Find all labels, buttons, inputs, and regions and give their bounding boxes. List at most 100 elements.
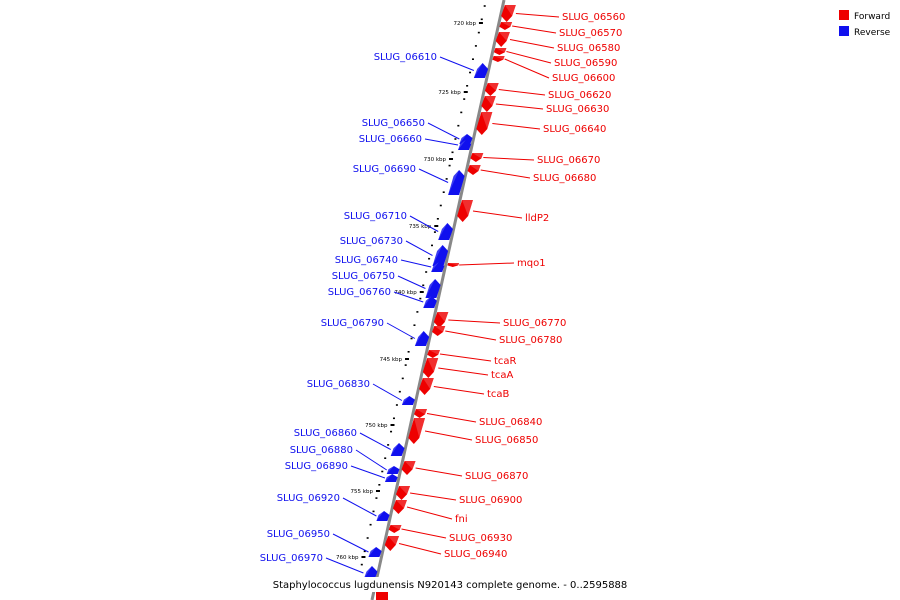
gene-feature-lldp2[interactable] bbox=[457, 200, 473, 222]
gene-feature-slug_06680[interactable] bbox=[467, 165, 481, 175]
gene-label-tcaa[interactable]: tcaA bbox=[491, 370, 514, 381]
gene-label-slug_06580[interactable]: SLUG_06580 bbox=[557, 43, 620, 54]
gene-feature-shade bbox=[481, 112, 493, 129]
gene-label-connector bbox=[415, 467, 463, 477]
gene-feature-fni[interactable] bbox=[392, 500, 407, 514]
gene-feature-shade bbox=[368, 547, 377, 557]
gene-feature-slug_06690[interactable] bbox=[448, 170, 465, 195]
gene-label-slug_06840[interactable]: SLUG_06840 bbox=[479, 417, 542, 428]
gene-label-slug_06830[interactable]: SLUG_06830 bbox=[307, 379, 370, 390]
gene-feature-slug_06790[interactable] bbox=[414, 331, 430, 346]
gene-label-slug_06740[interactable]: SLUG_06740 bbox=[335, 255, 398, 266]
gene-label-slug_06560[interactable]: SLUG_06560 bbox=[562, 12, 625, 23]
gene-feature-mqo1[interactable] bbox=[447, 263, 460, 267]
gene-feature-slug_06940[interactable] bbox=[384, 536, 400, 551]
gene-feature-slug_06750[interactable] bbox=[425, 279, 441, 298]
gene-feature-slug_06830[interactable] bbox=[401, 396, 415, 405]
gene-feature-slug_06650[interactable] bbox=[459, 134, 473, 144]
gene-label-slug_06770[interactable]: SLUG_06770 bbox=[503, 318, 566, 329]
gene-feature-slug_06900[interactable] bbox=[396, 486, 411, 500]
gene-label-mqo1[interactable]: mqo1 bbox=[517, 258, 546, 269]
gene-label-connector bbox=[406, 506, 453, 520]
gene-label-slug_06880[interactable]: SLUG_06880 bbox=[290, 445, 353, 456]
gene-feature-slug_06780[interactable] bbox=[432, 326, 446, 336]
gene-label-slug_06730[interactable]: SLUG_06730 bbox=[340, 236, 403, 247]
gene-feature-tcab[interactable] bbox=[419, 378, 434, 395]
gene-label-connector bbox=[495, 103, 544, 110]
gene-label-slug_06900[interactable]: SLUG_06900 bbox=[459, 495, 522, 506]
gene-label-slug_06660[interactable]: SLUG_06660 bbox=[359, 134, 422, 145]
gene-feature-slug_06930[interactable] bbox=[388, 525, 402, 533]
gene-label-slug_06620[interactable]: SLUG_06620 bbox=[548, 90, 611, 101]
gene-feature-slug_06660[interactable] bbox=[458, 140, 472, 150]
gene-label-slug_06750[interactable]: SLUG_06750 bbox=[332, 271, 395, 282]
gene-feature-shade bbox=[390, 525, 402, 530]
gene-label-slug_06920[interactable]: SLUG_06920 bbox=[277, 493, 340, 504]
gene-label-slug_06680[interactable]: SLUG_06680 bbox=[533, 173, 596, 184]
gene-feature-slug_06840[interactable] bbox=[414, 409, 428, 418]
gene-label-slug_06630[interactable]: SLUG_06630 bbox=[546, 104, 609, 115]
gene-label-slug_06940[interactable]: SLUG_06940 bbox=[444, 549, 507, 560]
gene-feature-tcaa[interactable] bbox=[422, 358, 439, 378]
gene-feature-shade bbox=[484, 96, 496, 106]
gene-feature-slug_06970[interactable] bbox=[363, 566, 378, 580]
gene-feature-shade bbox=[363, 566, 372, 580]
gene-feature-slug_06560[interactable] bbox=[501, 5, 516, 22]
gene-feature-slug_06850[interactable] bbox=[408, 418, 426, 444]
gene-feature-slug_06740[interactable] bbox=[431, 262, 445, 272]
gene-feature-slug_06770[interactable] bbox=[433, 312, 449, 328]
gene-feature-shade bbox=[493, 56, 505, 60]
gene-label-slug_06600[interactable]: SLUG_06600 bbox=[552, 73, 615, 84]
gene-feature-slug_06860[interactable] bbox=[390, 443, 405, 456]
gene-feature-tcar[interactable] bbox=[427, 350, 440, 358]
gene-label-slug_06930[interactable]: SLUG_06930 bbox=[449, 533, 512, 544]
gene-label-connector bbox=[355, 449, 387, 471]
gene-feature-slug_06870[interactable] bbox=[401, 461, 416, 475]
gene-feature-slug_06610[interactable] bbox=[473, 63, 489, 78]
gene-feature-shade bbox=[431, 262, 439, 272]
gene-label-slug_06850[interactable]: SLUG_06850 bbox=[475, 435, 538, 446]
gene-label-slug_06650[interactable]: SLUG_06650 bbox=[362, 118, 425, 129]
gene-feature-slug_06880[interactable] bbox=[386, 466, 400, 474]
gene-feature-slug_06760[interactable] bbox=[423, 296, 437, 308]
gene-label-fni[interactable]: fni bbox=[455, 514, 468, 525]
gene-label-slug_06790[interactable]: SLUG_06790 bbox=[321, 318, 384, 329]
gene-feature-shade bbox=[390, 443, 400, 456]
gene-feature-slug_06730[interactable] bbox=[432, 245, 449, 266]
gene-label-slug_06970[interactable]: SLUG_06970 bbox=[260, 553, 323, 564]
gene-label-slug_06690[interactable]: SLUG_06690 bbox=[353, 164, 416, 175]
gene-feature-slug_06630[interactable] bbox=[481, 96, 496, 112]
gene-feature-slug_06710[interactable] bbox=[438, 223, 453, 240]
gene-label-slug_06570[interactable]: SLUG_06570 bbox=[559, 28, 622, 39]
gene-feature-slug_06570[interactable] bbox=[499, 22, 513, 30]
gene-label-slug_06860[interactable]: SLUG_06860 bbox=[294, 428, 357, 439]
gene-label-slug_06590[interactable]: SLUG_06590 bbox=[554, 58, 617, 69]
gene-label-slug_06640[interactable]: SLUG_06640 bbox=[543, 124, 606, 135]
gene-feature-slug_06640[interactable] bbox=[476, 112, 493, 135]
gene-label-connector bbox=[427, 122, 460, 140]
gene-feature-slug_06950[interactable] bbox=[368, 547, 382, 557]
gene-label-slug_06950[interactable]: SLUG_06950 bbox=[267, 529, 330, 540]
tick-label: 755 kbp bbox=[351, 489, 374, 495]
gene-feature-slug_06890[interactable] bbox=[384, 474, 398, 482]
gene-label-lldp2[interactable]: lldP2 bbox=[525, 213, 549, 224]
gene-label-slug_06870[interactable]: SLUG_06870 bbox=[465, 471, 528, 482]
gene-label-connector bbox=[397, 275, 426, 289]
gene-feature-slug_06670[interactable] bbox=[470, 153, 484, 162]
gene-feature-slug_06620[interactable] bbox=[484, 83, 499, 96]
gene-feature-slug_06600[interactable] bbox=[492, 56, 505, 62]
gene-feature-slug_06590[interactable] bbox=[493, 48, 507, 55]
gene-label-connector bbox=[405, 240, 433, 256]
gene-feature-slug_06920[interactable] bbox=[376, 511, 390, 521]
gene-label-tcar[interactable]: tcaR bbox=[494, 356, 517, 367]
gene-label-slug_06760[interactable]: SLUG_06760 bbox=[328, 287, 391, 298]
gene-label-tcab[interactable]: tcaB bbox=[487, 389, 510, 400]
gene-label-slug_06780[interactable]: SLUG_06780 bbox=[499, 335, 562, 346]
gene-label-slug_06610[interactable]: SLUG_06610 bbox=[374, 52, 437, 63]
gene-label-slug_06890[interactable]: SLUG_06890 bbox=[285, 461, 348, 472]
gene-label-slug_06670[interactable]: SLUG_06670 bbox=[537, 155, 600, 166]
legend-forward-swatch bbox=[839, 10, 849, 20]
gene-feature-slug_06580[interactable] bbox=[495, 32, 510, 47]
gene-label-slug_06710[interactable]: SLUG_06710 bbox=[344, 211, 407, 222]
gene-feature-shade bbox=[386, 466, 394, 474]
